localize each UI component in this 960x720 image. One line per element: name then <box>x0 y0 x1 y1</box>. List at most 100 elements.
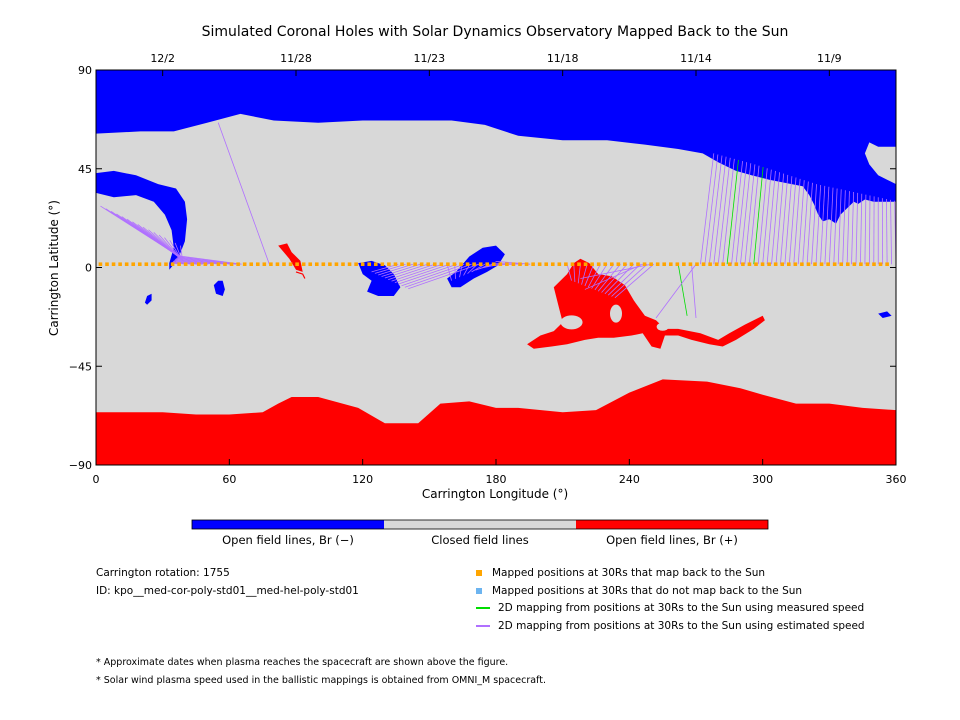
mapped-position-25 <box>262 262 267 267</box>
mapped-position-3 <box>118 262 122 267</box>
mapped-position-36 <box>334 262 339 267</box>
mapping-line-77 <box>722 158 735 265</box>
mapped-position-103 <box>773 262 778 267</box>
top-date-label-4: 11/14 <box>680 52 712 65</box>
mapping-line-37 <box>398 263 458 285</box>
mapping-line-22 <box>175 258 214 265</box>
mapped-position-19 <box>223 262 227 267</box>
mapping-line-66 <box>614 263 655 299</box>
mapped-position-106 <box>793 262 798 267</box>
axes: 0 60 120 180 240 300 360 90 45 0 −45 −90 12/2 11/28 11… <box>69 52 907 486</box>
mapping-line-61 <box>597 263 621 292</box>
mapped-position-92 <box>701 262 706 267</box>
mapped-position-43 <box>380 262 385 267</box>
mapped-position-35 <box>328 262 332 267</box>
mapped-position-102 <box>767 262 771 267</box>
mapped-position-95 <box>721 262 726 267</box>
mapped-position-33 <box>314 262 319 267</box>
y-tick-label-2: 0 <box>85 262 92 275</box>
mapped-position-4 <box>124 262 129 267</box>
mapping-line-80 <box>735 162 748 265</box>
mapping-line-97 <box>811 184 817 265</box>
mapped-position-68 <box>544 262 549 267</box>
mapped-position-93 <box>708 262 712 267</box>
mapping-line-102 <box>833 188 838 265</box>
mapped-position-111 <box>826 262 830 267</box>
mapping-line-57 <box>584 264 595 287</box>
mapping-line-94 <box>797 180 805 265</box>
footnote-dates: * Approximate dates when plasma reaches … <box>96 657 509 668</box>
mapped-position-88 <box>675 262 680 267</box>
mapped-position-73 <box>577 262 581 267</box>
mapped-position-40 <box>360 262 365 267</box>
mapped-position-110 <box>819 262 824 267</box>
legend-swatch-unmapped <box>476 588 482 594</box>
mapped-position-78 <box>609 262 614 267</box>
mapped-position-56 <box>465 262 470 267</box>
mapping-line-105 <box>846 191 850 265</box>
mapping-line-87 <box>766 170 776 265</box>
mapping-line-86 <box>762 169 772 265</box>
mapping-line-43 <box>459 264 463 278</box>
mapping-line-11 <box>158 234 182 260</box>
mapping-line-91 <box>784 176 793 265</box>
mapped-position-113 <box>839 262 844 267</box>
mapping-line-92 <box>788 177 797 265</box>
mapped-position-24 <box>255 262 260 267</box>
mapped-position-96 <box>727 262 732 267</box>
mapped-position-17 <box>210 262 214 267</box>
mapped-position-65 <box>524 262 529 267</box>
mapped-position-59 <box>485 262 490 267</box>
colorbar-frame <box>191 519 769 530</box>
mapped-position-90 <box>688 262 693 267</box>
mapped-position-12 <box>177 262 181 267</box>
colorbar-label-closed: Closed field lines <box>431 533 529 547</box>
mapping-line-64 <box>607 263 641 296</box>
mapping-line-110 <box>868 195 871 265</box>
mapped-position-81 <box>629 262 634 267</box>
mapping-line-54 <box>573 264 576 283</box>
legend-item-estimated: 2D mapping from positions at 30Rs to the… <box>476 620 865 632</box>
mapping-line-90 <box>780 174 789 265</box>
mapping-line-34 <box>388 263 436 280</box>
mapping-line-76 <box>717 157 731 265</box>
mapped-position-114 <box>845 262 850 267</box>
mapping-line-53 <box>566 264 572 281</box>
colorbar-label-positive: Open field lines, Br (+) <box>606 533 738 547</box>
mapped-position-30 <box>295 262 299 267</box>
mapping-line-55 <box>577 264 581 284</box>
mapped-position-119 <box>878 262 883 267</box>
x-tick-label-3: 180 <box>486 473 507 486</box>
mapped-position-53 <box>446 262 450 267</box>
x-axis-label: Carrington Longitude (°) <box>422 487 568 501</box>
mapped-position-14 <box>190 262 195 267</box>
mapped-position-94 <box>714 262 719 267</box>
mapped-position-16 <box>203 262 208 267</box>
y-tick-label-4: −90 <box>69 459 92 472</box>
y-axis-label: Carrington Latitude (°) <box>47 200 61 336</box>
mapping-line-103 <box>837 189 842 265</box>
mapping-line-21 <box>174 259 209 265</box>
mapping-line-83 <box>748 165 760 265</box>
mapping-line-98 <box>815 184 822 265</box>
mapping-line-12 <box>164 237 182 260</box>
mapped-position-41 <box>367 262 372 267</box>
mapped-position-82 <box>636 262 640 267</box>
x-tick-label-4: 240 <box>619 473 640 486</box>
mapping-line-114 <box>886 199 888 265</box>
x-tick-label-1: 60 <box>222 473 236 486</box>
mapped-position-108 <box>806 262 811 267</box>
mapping-line-104 <box>842 190 846 265</box>
mapped-position-39 <box>354 262 358 267</box>
mapped-position-101 <box>760 262 765 267</box>
mapped-position-57 <box>472 262 476 267</box>
mapping-line-44 <box>463 264 471 276</box>
mapped-position-120 <box>885 262 889 267</box>
mapped-position-46 <box>400 262 404 267</box>
mapping-line-46 <box>471 263 486 273</box>
mapping-line-39 <box>404 263 472 288</box>
mapped-position-51 <box>432 262 437 267</box>
x-tick-label-5: 300 <box>752 473 773 486</box>
mapping-line-59 <box>591 263 608 289</box>
